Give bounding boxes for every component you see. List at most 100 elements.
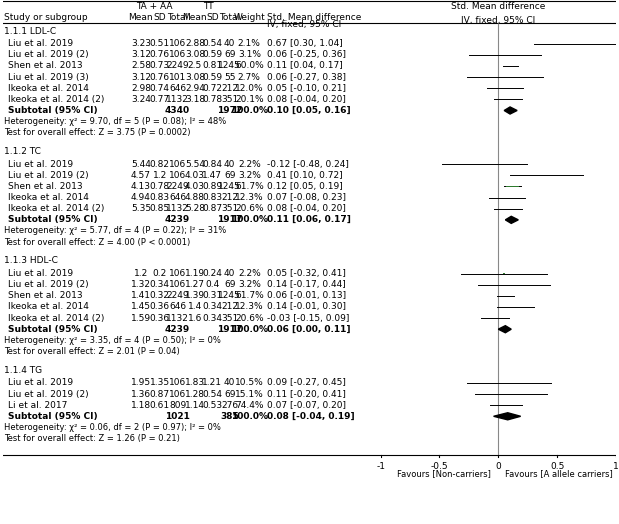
Text: 2249: 2249 [167,182,189,191]
Text: -0.12 [-0.48, 0.24]: -0.12 [-0.48, 0.24] [267,160,349,169]
Text: 100.0%: 100.0% [231,412,268,421]
Text: 0.08 [-0.04, 0.19]: 0.08 [-0.04, 0.19] [267,412,355,421]
Text: 0.72: 0.72 [202,84,222,93]
Text: 0.5: 0.5 [550,462,565,471]
Text: 1.83: 1.83 [185,378,205,387]
Text: 0.59: 0.59 [202,50,222,59]
Text: Heterogeneity: χ² = 0.06, df = 2 (P = 0.97); I² = 0%: Heterogeneity: χ² = 0.06, df = 2 (P = 0.… [4,423,221,432]
Text: Mean: Mean [183,13,207,21]
Text: 0.06 [0.00, 0.11]: 0.06 [0.00, 0.11] [267,325,351,334]
Text: 0.31: 0.31 [202,291,222,300]
Text: 5.28: 5.28 [185,204,205,213]
Text: 1.28: 1.28 [185,389,205,399]
Text: 0.59: 0.59 [202,73,222,82]
Text: 1021: 1021 [165,412,190,421]
Text: 106: 106 [169,269,186,278]
Text: 69: 69 [224,50,235,59]
Text: 1245: 1245 [219,61,241,70]
Text: -1: -1 [376,462,385,471]
Text: 74.4%: 74.4% [235,401,264,410]
Text: 0.82: 0.82 [150,160,170,169]
Text: Liu et al. 2019 (2): Liu et al. 2019 (2) [9,50,89,59]
Text: 69: 69 [224,389,235,399]
Text: 106: 106 [169,160,186,169]
Text: 2.58: 2.58 [131,61,151,70]
Text: 20.6%: 20.6% [235,313,264,323]
Text: 1.18: 1.18 [131,401,151,410]
Text: 351: 351 [221,204,238,213]
Text: 0.74: 0.74 [150,84,170,93]
Text: Heterogeneity: χ² = 5.77, df = 4 (P = 0.22); I² = 31%: Heterogeneity: χ² = 5.77, df = 4 (P = 0.… [4,226,226,235]
Text: Study or subgroup: Study or subgroup [4,13,87,21]
Text: 0.41 [0.10, 0.72]: 0.41 [0.10, 0.72] [267,171,343,180]
Text: 385: 385 [220,412,239,421]
Text: 0.36: 0.36 [150,313,170,323]
Text: Li et al. 2017: Li et al. 2017 [9,401,67,410]
Text: Test for overall effect: Z = 3.75 (P = 0.0002): Test for overall effect: Z = 3.75 (P = 0… [4,128,191,137]
Text: Liu et al. 2019: Liu et al. 2019 [9,269,74,278]
Text: 0.85: 0.85 [150,204,170,213]
Text: Total: Total [167,13,188,21]
Text: Ikeoka et al. 2014 (2): Ikeoka et al. 2014 (2) [9,95,105,104]
Text: 61.7%: 61.7% [235,182,264,191]
Text: 1.35: 1.35 [150,378,170,387]
Text: Ikeoka et al. 2014: Ikeoka et al. 2014 [9,302,89,311]
Text: 40: 40 [224,378,235,387]
Polygon shape [505,216,518,223]
Text: 1917: 1917 [217,325,242,334]
Text: 20.6%: 20.6% [235,204,264,213]
Text: Std. Mean difference: Std. Mean difference [451,3,545,12]
Text: 0.08 [-0.04, 0.20]: 0.08 [-0.04, 0.20] [267,204,346,213]
Text: 1.45: 1.45 [131,302,151,311]
Text: 0.54: 0.54 [202,389,222,399]
Text: 212: 212 [221,193,238,202]
Text: Total: Total [219,13,240,21]
Text: Heterogeneity: χ² = 9.70, df = 5 (P = 0.08); I² = 48%: Heterogeneity: χ² = 9.70, df = 5 (P = 0.… [4,117,226,126]
Text: 5.35: 5.35 [131,204,151,213]
Text: 0.78: 0.78 [150,182,170,191]
Text: 2249: 2249 [167,291,189,300]
Text: 1.14: 1.14 [185,401,205,410]
Text: 1.39: 1.39 [185,291,205,300]
Text: 0.81: 0.81 [202,61,222,70]
Text: 40: 40 [224,269,235,278]
Text: 1.6: 1.6 [188,313,202,323]
Text: 0.06 [-0.25, 0.36]: 0.06 [-0.25, 0.36] [267,50,347,59]
Polygon shape [504,107,517,114]
Text: 1.1.4 TG: 1.1.4 TG [4,366,42,375]
Text: 2.2%: 2.2% [238,269,261,278]
Text: 3.24: 3.24 [131,95,151,104]
Text: 2.88: 2.88 [185,39,205,48]
Text: 0.77: 0.77 [150,95,170,104]
Text: Shen et al. 2013: Shen et al. 2013 [9,61,83,70]
Text: 0: 0 [495,462,501,471]
Text: 0.53: 0.53 [202,401,222,410]
Text: 100.0%: 100.0% [231,325,268,334]
Text: 15.1%: 15.1% [235,389,264,399]
Text: 0.34: 0.34 [150,280,170,289]
Text: 0.06 [-0.01, 0.13]: 0.06 [-0.01, 0.13] [267,291,347,300]
Text: 0.08 [-0.04, 0.20]: 0.08 [-0.04, 0.20] [267,95,346,104]
Text: 4.57: 4.57 [131,171,151,180]
Text: 4.88: 4.88 [185,193,205,202]
Text: 60.0%: 60.0% [235,61,264,70]
Text: 1: 1 [613,462,619,471]
Text: 106: 106 [169,50,186,59]
Text: 0.24: 0.24 [202,269,222,278]
Text: 1.1.1 LDL-C: 1.1.1 LDL-C [4,27,56,36]
Text: Shen et al. 2013: Shen et al. 2013 [9,291,83,300]
Text: 69: 69 [224,171,235,180]
Text: 0.89: 0.89 [202,182,222,191]
Text: 0.76: 0.76 [150,50,170,59]
Text: 3.12: 3.12 [131,73,151,82]
Text: 0.11 [0.06, 0.17]: 0.11 [0.06, 0.17] [267,215,352,224]
Text: 1.32: 1.32 [131,280,151,289]
Text: 1132: 1132 [166,313,189,323]
Text: 3.12: 3.12 [131,50,151,59]
Text: 0.2: 0.2 [153,269,167,278]
Text: 0.32: 0.32 [150,291,170,300]
Text: 3.2%: 3.2% [238,280,261,289]
Text: 212: 212 [221,302,238,311]
Text: 0.34: 0.34 [202,313,222,323]
Text: 0.87: 0.87 [150,389,170,399]
